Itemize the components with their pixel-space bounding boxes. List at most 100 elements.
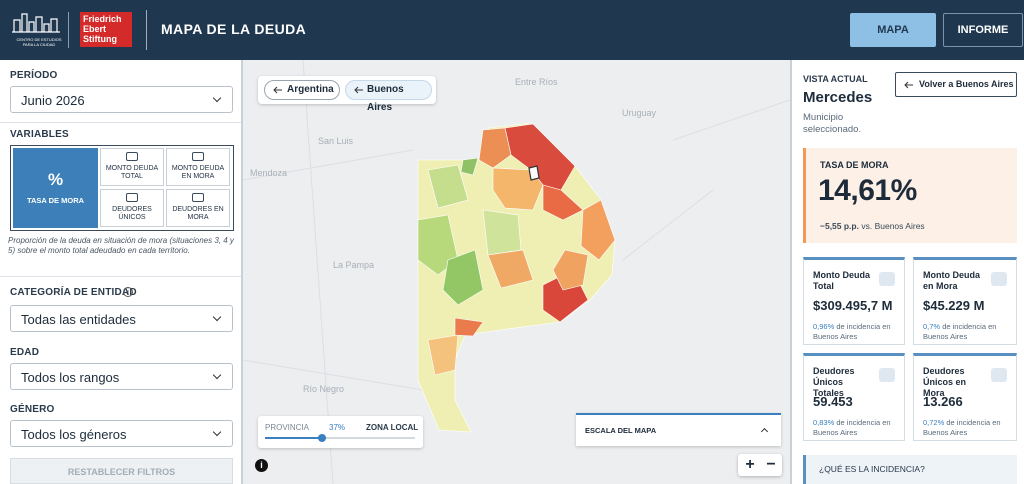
slider-left: PROVINCIA bbox=[265, 423, 310, 432]
label: VISTA ACTUAL bbox=[803, 74, 868, 84]
place-label: Uruguay bbox=[622, 108, 657, 118]
metric-label: Monto Deuda en Mora bbox=[923, 270, 980, 291]
scale-label: ESCALA DEL MAPA bbox=[585, 426, 657, 435]
metric-icon bbox=[991, 368, 1007, 382]
place-label: Río Negro bbox=[303, 384, 345, 394]
entity-select[interactable]: Todas las entidades bbox=[10, 305, 233, 332]
rate-compare: −5,55 p.p. vs. Buenos Aires bbox=[820, 221, 925, 231]
metric-value: 59.453 bbox=[813, 394, 853, 409]
divider bbox=[146, 10, 147, 50]
sidebar bbox=[0, 60, 243, 484]
arrow-icon bbox=[354, 86, 363, 94]
rate-value: 14,61% bbox=[818, 174, 917, 207]
variable-tile[interactable]: DEUDORES EN MORA bbox=[166, 189, 230, 227]
variable-tile[interactable]: DEUDORES ÚNICOS bbox=[100, 189, 164, 227]
breadcrumb-label: Buenos Aires bbox=[367, 84, 404, 113]
back-label: Volver a Buenos Aires bbox=[919, 79, 1014, 89]
logo-text: CENTRO DE ESTUDIOS PARA LA CIUDAD bbox=[16, 37, 62, 47]
select-value: Todas las entidades bbox=[21, 312, 136, 327]
logo-city bbox=[12, 13, 60, 33]
separator bbox=[0, 276, 241, 277]
brand-logo: Friedrich Ebert Stiftung bbox=[80, 12, 132, 47]
metric-note-text: de incidencia en Buenos Aires bbox=[813, 418, 891, 437]
place-label: Entre Ríos bbox=[515, 77, 558, 87]
arrow-icon bbox=[273, 86, 282, 94]
variable-tile[interactable]: MONTO DEUDA EN MORA bbox=[166, 148, 230, 186]
metric-note-text: de incidencia en Buenos Aires bbox=[813, 322, 891, 341]
gender-select[interactable]: Todos los géneros bbox=[10, 420, 233, 447]
app-title: MAPA DE LA DEUDA bbox=[161, 21, 307, 37]
brand-line: Friedrich bbox=[83, 14, 122, 24]
metric-value: $45.229 M bbox=[923, 298, 985, 313]
label: PERÍODO bbox=[10, 70, 58, 81]
select-value: Junio 2026 bbox=[21, 93, 85, 108]
metric-value: 13.266 bbox=[923, 394, 963, 409]
brand-line: Stiftung bbox=[83, 34, 117, 44]
separator bbox=[0, 122, 241, 123]
metric-note-text: de incidencia en Buenos Aires bbox=[923, 418, 1001, 437]
province bbox=[417, 122, 616, 433]
label: VARIABLES bbox=[10, 129, 69, 140]
back-button[interactable]: Volver a Buenos Aires bbox=[895, 72, 1017, 97]
variable-selected[interactable]: % TASA DE MORA bbox=[13, 148, 98, 228]
period-select[interactable]: Junio 2026 bbox=[10, 86, 233, 113]
metric-label: Monto Deuda Total bbox=[813, 270, 870, 291]
metric-label: Deudores Únicos en Mora bbox=[923, 366, 967, 398]
zoom-controls bbox=[738, 454, 782, 476]
metric-value: $309.495,7 M bbox=[813, 298, 893, 313]
faq[interactable]: ¿QUÉ ES LA INCIDENCIA? bbox=[803, 455, 1017, 484]
scale-panel[interactable]: ESCALA DEL MAPA bbox=[576, 413, 781, 446]
variables-box bbox=[10, 145, 234, 231]
variable-label: DEUDORES ÚNICOS bbox=[112, 206, 152, 221]
breadcrumb[interactable]: Buenos Aires bbox=[345, 80, 432, 113]
variable-label: MONTO DEUDA TOTAL bbox=[105, 165, 159, 180]
breadcrumb-label: Argentina bbox=[287, 84, 334, 95]
metric-card: Monto Deuda en Mora $45.229 M 0,7% de inci… bbox=[913, 257, 1017, 345]
metric-card: Deudores Únicos Totales 59.453 0,83% de in… bbox=[803, 353, 905, 441]
info-icon[interactable]: i bbox=[123, 287, 133, 297]
place-label: Mendoza bbox=[250, 168, 288, 178]
variable-tile[interactable]: MONTO DEUDA TOTAL bbox=[100, 148, 164, 186]
select-value: Todos los rangos bbox=[21, 370, 120, 385]
tab-mapa[interactable]: MAPA bbox=[850, 13, 936, 47]
place-label: La Pampa bbox=[333, 260, 375, 270]
rate-label: TASA DE MORA bbox=[820, 160, 889, 170]
place-subtitle: Municipio seleccionado. bbox=[803, 112, 862, 135]
label: EDAD bbox=[10, 347, 40, 358]
rate-compare-text: vs. Buenos Aires bbox=[861, 221, 925, 231]
slider-knob[interactable] bbox=[318, 434, 326, 442]
variable-description: Proporción de la deuda en situación de m… bbox=[8, 236, 234, 255]
slider-right: ZONA LOCAL bbox=[366, 423, 419, 432]
slider-value: 37% bbox=[329, 423, 346, 432]
map-canvas bbox=[243, 60, 790, 484]
divider bbox=[68, 12, 69, 48]
metric-note: 0,7% de incidencia en Buenos Aires bbox=[923, 322, 1011, 342]
metric-pct: 0,83% bbox=[813, 418, 835, 427]
label: GÉNERO bbox=[10, 404, 55, 415]
metric-icon bbox=[879, 272, 895, 286]
slider-track bbox=[265, 437, 415, 439]
metric-card: Deudores Únicos en Mora 13.266 0,72% de in… bbox=[913, 353, 1017, 441]
tab-informe[interactable]: INFORME bbox=[943, 13, 1023, 47]
zoom-in[interactable]: + bbox=[745, 456, 755, 473]
info-button[interactable]: i bbox=[255, 459, 268, 472]
label: CATEGORÍA DE ENTIDAD bbox=[10, 287, 137, 298]
brand-line: Ebert bbox=[83, 24, 107, 34]
metric-pct: 0,7% bbox=[923, 322, 941, 331]
reset-button[interactable]: RESTABLECER FILTROS bbox=[10, 458, 233, 484]
age-select[interactable]: Todos los rangos bbox=[10, 363, 233, 390]
slider-fill bbox=[265, 437, 321, 439]
arrow-icon bbox=[904, 81, 913, 89]
metric-pct: 0,72% bbox=[923, 418, 945, 427]
place-label: San Luis bbox=[318, 136, 354, 146]
metric-pct: 0,96% bbox=[813, 322, 835, 331]
metric-note: 0,83% de incidencia en Buenos Aires bbox=[813, 418, 901, 438]
metric-icon bbox=[991, 272, 1007, 286]
zoom-out[interactable]: − bbox=[766, 456, 776, 473]
breadcrumb[interactable]: Argentina bbox=[264, 80, 340, 100]
metric-note: 0,72% de incidencia en Buenos Aires bbox=[923, 418, 1011, 438]
variable-icon: % bbox=[47, 170, 64, 189]
zoom-slider[interactable] bbox=[258, 416, 423, 448]
variable-label: DEUDORES EN MORA bbox=[172, 206, 224, 221]
